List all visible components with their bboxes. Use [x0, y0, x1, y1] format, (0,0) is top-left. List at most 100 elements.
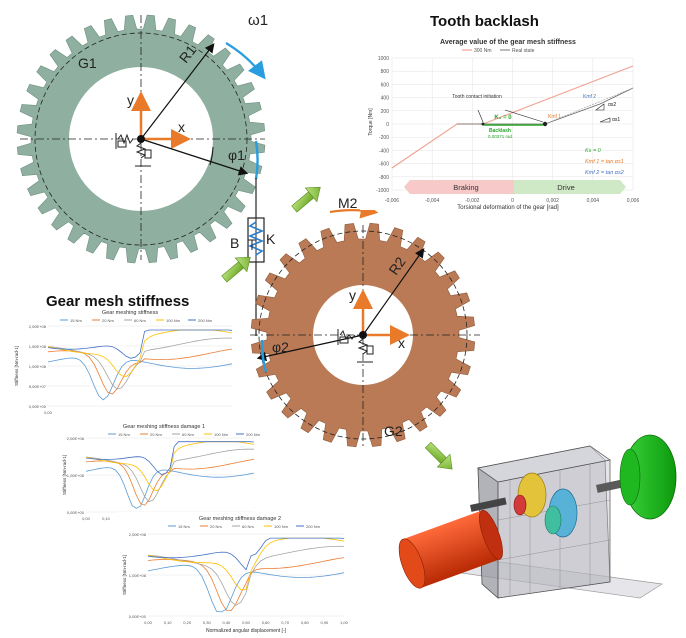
backlash-ytick: -800: [379, 175, 389, 181]
stiffness-xtick: 0,80: [301, 620, 310, 625]
backlash-xtick: 0,004: [587, 198, 600, 204]
stiffness-series-line: [147, 545, 345, 606]
backlash-xticks: -0,006 -0,004 -0,002 0 0,002 0,004 0,006: [385, 198, 640, 204]
backlash-ytick: -600: [379, 162, 389, 168]
stiffness-xtick: 0,10: [102, 516, 111, 521]
stiffness-legend-item: 100 Nm: [274, 524, 289, 529]
stiffness-xlabel: Normalized angular displacement [-]: [206, 628, 287, 634]
backlash-eq3: Kmf 2 = tan αs2: [585, 170, 624, 176]
stiffness-ytick: 2,00E+08: [29, 324, 47, 329]
arrow-to-gearbox: [424, 441, 453, 470]
stiffness-xtick: 0,60: [262, 620, 271, 625]
backlash-xtick: 0,002: [546, 198, 559, 204]
backlash-yticks: 1000 800 600 400 200 0 -200 -400 -600 -800 -1000: [376, 56, 389, 194]
backlash-chart-title: Average value of the gear mesh stiffness: [440, 39, 576, 46]
gear-1-radius-arrow: [140, 43, 215, 140]
damping-label: B: [230, 235, 239, 251]
gear-2: M2 G2 R2 φ2 y x: [250, 195, 480, 448]
stiffness-ylabel: Stiffness [Nm·rad-1]: [122, 555, 127, 595]
drive-label: Drive: [557, 183, 575, 192]
stiffness-xtick: 0,40: [223, 620, 232, 625]
stiffness-series-line: [47, 337, 233, 390]
gear-2-x-label: x: [398, 335, 405, 351]
stiffness-chart-title: Gear meshing stiffness damage 2: [199, 516, 281, 522]
stiffness-chart-3: Gear meshing stiffness damage 2 15 Nm 20 N…: [118, 512, 350, 634]
backlash-ytick: 0: [386, 122, 389, 128]
stiffness-series-line: [47, 329, 233, 359]
stiffness-series-line: [147, 564, 345, 613]
gear-1-omega-label: ω1: [248, 12, 268, 29]
backlash-eq2: Kmf 1 = tan αs1: [585, 159, 624, 165]
stiffness-xtick: 0,00: [44, 410, 53, 415]
stiffness-legend-item: 200 Nm: [198, 318, 213, 323]
gearbox-red-motor: [398, 509, 503, 589]
gear-1: G1 ω1 R1 φ1 y x: [16, 12, 268, 264]
stiffness-label: K: [266, 231, 276, 247]
gear-1-x-label: x: [178, 119, 185, 135]
stiffness-legend-item: 100 Nm: [166, 318, 181, 323]
stiffness-ytick: 0,00E+00: [29, 404, 47, 409]
gear-1-bearing-springs: [115, 133, 152, 167]
gear-1-contact-arc: [254, 140, 259, 180]
stiffness-chart-2: Gear meshing stiffness damage 1 15 Nm 20 N…: [58, 420, 261, 530]
arrow-from-stiffness: [221, 256, 251, 283]
backlash-xtick: -0,002: [465, 198, 479, 204]
backlash-annot-alpha2: αs2: [608, 102, 616, 108]
backlash-annot-k0: K₀ = 0: [494, 115, 512, 121]
backlash-curve-real: [457, 87, 634, 125]
backlash-annot-backlash: Backlash: [489, 128, 511, 134]
stiffness-legend-item: 20 Nm: [102, 318, 114, 323]
gear-2-contact-arc: [260, 339, 268, 373]
stiffness-xtick: 0,70: [281, 620, 290, 625]
stiffness-ytick: 0,00E+00: [67, 510, 85, 515]
stiffness-series-line: [85, 448, 255, 503]
backlash-annot-contact: Tooth contact initiation: [452, 94, 502, 100]
stiffness-xtick: 0,90: [321, 620, 330, 625]
stiffness-legend-item: 20 Nm: [150, 432, 162, 437]
stiffness-ytick: 0,00E+00: [129, 614, 147, 619]
backlash-ylabel: Torque [Nm]: [368, 108, 374, 136]
stiffness-series-line: [147, 537, 345, 571]
stiffness-chart-title: Gear meshing stiffness: [102, 310, 158, 316]
stiffness-ytick: 2,00E+08: [129, 532, 147, 537]
stiffness-ytick: 2,00E+08: [67, 436, 85, 441]
stiffness-legend-item: 60 Nm: [182, 432, 194, 437]
stiffness-xtick: 1,00: [340, 620, 349, 625]
stiffness-ytick: 5,00E+07: [29, 384, 47, 389]
braking-label: Braking: [453, 183, 478, 192]
backlash-annot-alpha1: αs1: [612, 117, 620, 123]
stiffness-legend-item: 200 Nm: [246, 432, 261, 437]
backlash-contact-point: [542, 121, 548, 127]
gear-1-omega-arc: [225, 42, 266, 80]
stiffness-chart-bg: [118, 512, 350, 634]
backlash-ytick: 600: [381, 82, 390, 88]
gear-1-phi-label: φ1: [228, 147, 245, 163]
gearbox-3d-model: [398, 434, 677, 599]
gear-2-bearing-springs: [337, 329, 374, 363]
gear-2-center: [359, 331, 367, 339]
arrow-to-backlash: [291, 186, 321, 213]
gear-2-moment-label: M2: [338, 195, 358, 211]
gearbox-input-shaft: [469, 497, 507, 512]
backlash-ytick: -200: [379, 135, 389, 141]
gear-2-radius-arrow: [362, 248, 425, 336]
mesh-coupling: B K: [230, 178, 276, 336]
stiffness-ylabel: Stiffness [Nm·rad-1]: [62, 455, 67, 495]
gear-1-center: [137, 135, 145, 143]
backlash-eq1: Ks = 0: [585, 148, 602, 154]
backlash-xlabel: Torsional deformation of the gear [rad]: [457, 205, 559, 211]
backlash-annot-kmf1: Kmf 1: [548, 114, 561, 120]
backlash-xtick: -0,004: [425, 198, 439, 204]
stiffness-xtick: 0,30: [203, 620, 212, 625]
backlash-chart: Average value of the gear mesh stiffness…: [360, 32, 640, 211]
stiffness-ytick: 1,00E+08: [29, 364, 47, 369]
green-arrows: [221, 186, 453, 470]
stiffness-xtick: 0,10: [164, 620, 173, 625]
gear-1-phi-arc: [209, 146, 214, 166]
stiffness-spring: [247, 221, 265, 256]
stiffness-xtick: 0,00: [144, 620, 153, 625]
backlash-annot-kmf2: Kmf 2: [583, 94, 596, 100]
backlash-ytick: 800: [381, 69, 390, 75]
stiffness-xtick: 0,00: [82, 516, 91, 521]
stiffness-legend-item: 200 Nm: [306, 524, 321, 529]
